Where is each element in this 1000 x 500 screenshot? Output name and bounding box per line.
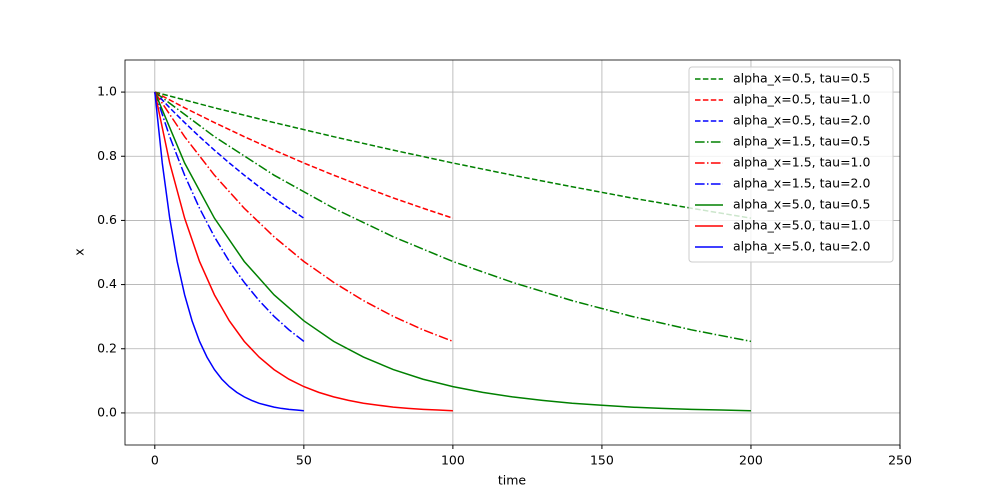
x-tick-label: 50 (296, 453, 312, 468)
legend-label: alpha_x=1.5, tau=1.0 (733, 155, 870, 170)
x-axis-label: time (498, 473, 527, 488)
legend-label: alpha_x=5.0, tau=2.0 (733, 239, 870, 254)
x-tick-label: 200 (739, 453, 763, 468)
x-tick-label: 100 (441, 453, 465, 468)
y-tick-label: 1.0 (97, 84, 117, 99)
y-tick-label: 0.8 (97, 148, 117, 163)
x-tick-label: 250 (888, 453, 912, 468)
x-tick-label: 0 (151, 453, 159, 468)
legend-label: alpha_x=0.5, tau=2.0 (733, 113, 870, 128)
legend-label: alpha_x=5.0, tau=0.5 (733, 197, 870, 212)
line-series (154, 91, 453, 412)
y-axis-label: x (72, 248, 87, 255)
x-tick-label: 150 (590, 453, 614, 468)
line-series (154, 91, 305, 342)
line-series (154, 91, 751, 412)
legend-label: alpha_x=1.5, tau=2.0 (733, 176, 870, 191)
line-series (154, 91, 305, 219)
legend-label: alpha_x=0.5, tau=0.5 (733, 71, 870, 86)
y-tick-label: 0.2 (97, 340, 117, 355)
legend-label: alpha_x=5.0, tau=1.0 (733, 218, 870, 233)
line-series (154, 91, 752, 219)
plot-frame (124, 59, 901, 446)
line-series (154, 91, 454, 343)
legend-label: alpha_x=0.5, tau=1.0 (733, 92, 870, 107)
y-tick-label: 0.4 (97, 276, 117, 291)
line-series (154, 92, 304, 412)
legend-box (688, 66, 894, 263)
legend-label: alpha_x=1.5, tau=0.5 (733, 134, 870, 149)
y-tick-label: 0.0 (97, 404, 117, 419)
line-series (154, 91, 454, 219)
y-tick-label: 0.6 (97, 212, 117, 227)
